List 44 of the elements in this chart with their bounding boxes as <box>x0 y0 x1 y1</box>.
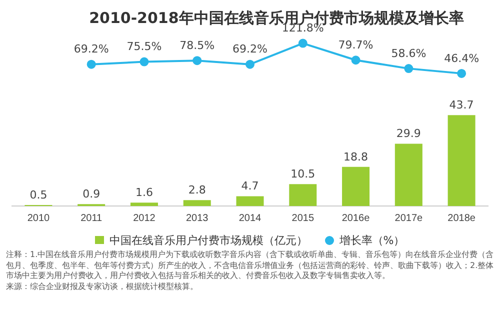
x-tick-label: 2013 <box>186 212 209 224</box>
bar <box>130 202 158 206</box>
data-label: 0.9 <box>82 187 100 200</box>
data-label: 58.6% <box>391 46 426 60</box>
data-label: 78.5% <box>180 38 215 52</box>
data-label: 69.2% <box>74 42 109 56</box>
x-tick-label: 2010 <box>27 212 50 224</box>
legend-label: 中国在线音乐用户付费市场规模（亿元） <box>109 232 308 248</box>
data-label: 10.5 <box>290 168 316 181</box>
bar <box>394 144 422 206</box>
legend-label: 增长率（%） <box>339 232 405 248</box>
x-tick-label: 2015 <box>292 212 314 224</box>
bar <box>342 166 370 206</box>
x-tick-label: 2016e <box>342 212 370 224</box>
point <box>246 60 254 69</box>
x-tick-label: 2011 <box>80 212 103 224</box>
bar <box>183 200 211 206</box>
data-label: 79.7% <box>338 38 374 52</box>
point <box>140 57 149 66</box>
data-label: 43.7 <box>449 98 474 112</box>
bar <box>289 184 317 206</box>
x-tick-label: 2018e <box>448 212 476 224</box>
source-note: 来源：综合企业财报及专家访谈，根据统计模型核算。 <box>6 282 199 292</box>
x-tick-label: 2014 <box>238 212 262 224</box>
data-label: 75.5% <box>126 40 162 54</box>
x-tick-label: 2017e <box>394 212 424 224</box>
data-label: 18.8 <box>344 150 368 164</box>
bar <box>236 196 264 206</box>
data-label: 1.6 <box>135 186 153 200</box>
data-label: 69.2% <box>232 42 268 56</box>
point <box>351 56 360 65</box>
point <box>192 56 202 66</box>
point <box>298 38 308 48</box>
point <box>404 64 414 74</box>
data-label: 0.5 <box>30 188 48 202</box>
data-label: 29.9 <box>396 127 421 140</box>
text: 注释：1.中国在线音乐用户付费市场规模用户为下载或收听数字音乐内容（含下载或收听单曲、专辑、音乐包等）向在线音乐企业付费（含包月、包季度、包半年、包年等付费方式）所产生的收入，不含电信音乐增值业务（包括运营商的彩铃、铃声、歌曲下载等）收入；2.整体市场中主要为用户付费收入，用户付费收入包括与音乐相关的收入、付费音乐包收入及数字专辑售卖收入等。 <box>6 250 494 282</box>
data-label: 2.8 <box>188 184 206 197</box>
bar <box>448 115 476 206</box>
x-tick-label: 2012 <box>133 212 156 224</box>
point <box>86 60 96 69</box>
data-label: 46.4% <box>444 52 480 65</box>
point <box>457 68 466 78</box>
data-label: 4.7 <box>241 180 259 193</box>
